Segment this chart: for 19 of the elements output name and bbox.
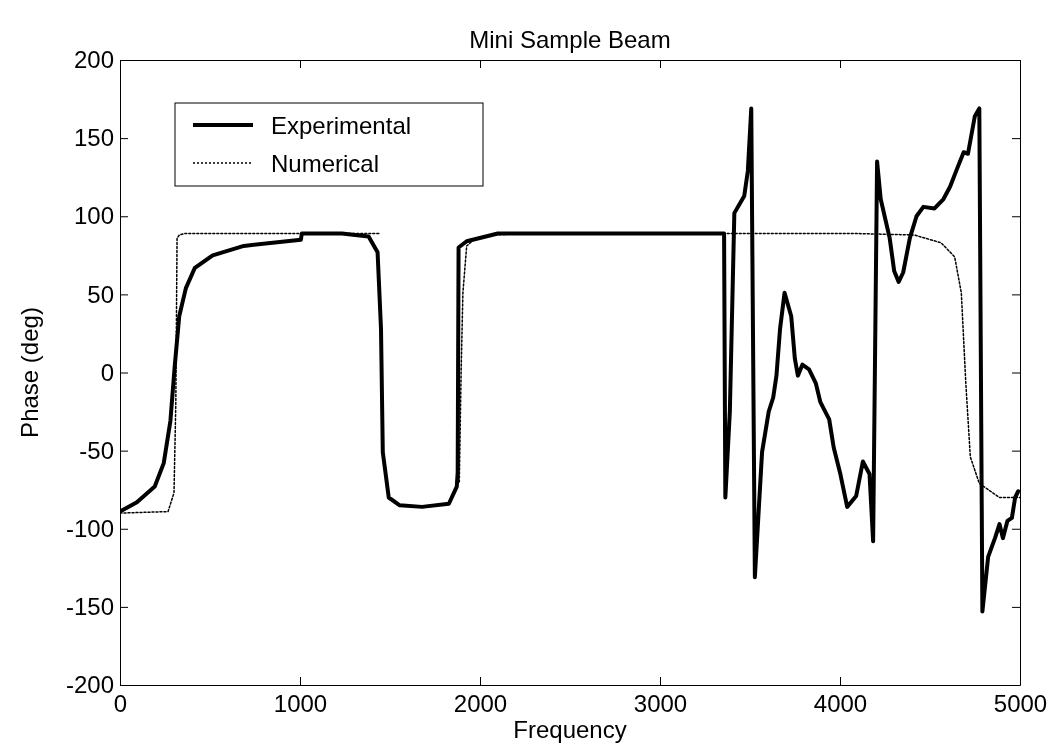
y-tick-label: -50: [79, 436, 114, 464]
x-tick-label: 1000: [273, 690, 328, 718]
y-tick-label: -200: [65, 671, 114, 699]
x-tick-label: 5000: [993, 690, 1048, 718]
y-tick-label: 200: [73, 46, 114, 74]
x-tick-label: 3000: [633, 690, 688, 718]
y-tick-label: 150: [73, 124, 114, 152]
y-tick-label: 0: [100, 358, 114, 386]
x-axis-title: Frequency: [513, 716, 627, 743]
y-tick-label: -150: [65, 593, 114, 621]
legend-label: Experimental: [271, 112, 412, 139]
legend-label: Numerical: [271, 150, 380, 177]
chart-title: Mini Sample Beam: [469, 26, 671, 53]
y-tick-label: 50: [87, 280, 114, 308]
y-tick-label: 100: [73, 202, 114, 230]
y-tick-label: -100: [65, 514, 114, 542]
x-tick-label: 4000: [813, 690, 868, 718]
x-tick-label: 2000: [453, 690, 508, 718]
y-axis-title: Phase (deg): [16, 307, 43, 438]
